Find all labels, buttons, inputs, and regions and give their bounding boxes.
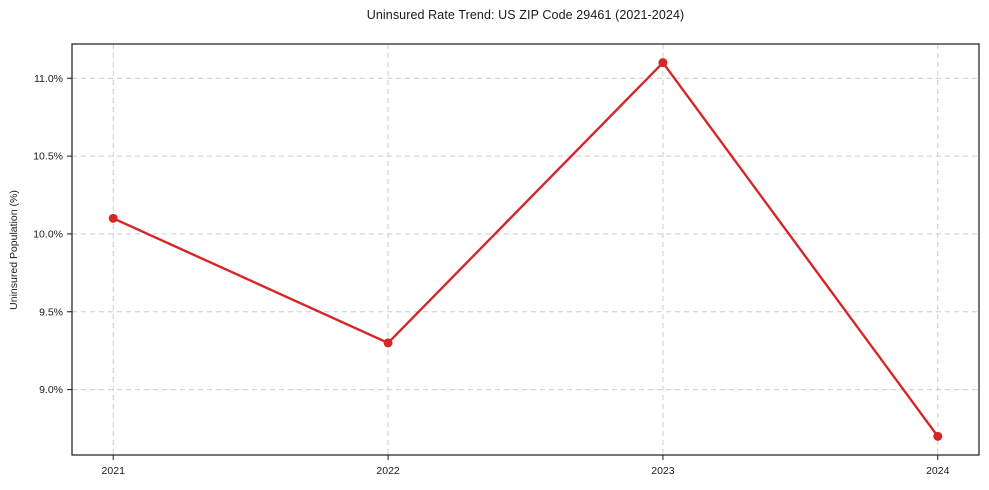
data-point-marker bbox=[658, 58, 668, 68]
x-tick-label: 2024 bbox=[926, 465, 950, 477]
y-tick-label: 11.0% bbox=[34, 73, 63, 85]
trend-line bbox=[112, 61, 939, 438]
plot-border bbox=[71, 43, 980, 456]
data-point-marker bbox=[933, 431, 943, 441]
x-tick-label: 2021 bbox=[102, 465, 126, 477]
chart-title: Uninsured Rate Trend: US ZIP Code 29461 … bbox=[366, 8, 685, 22]
y-tick-label: 9.0% bbox=[39, 384, 63, 396]
data-point-marker bbox=[383, 338, 393, 348]
x-tick-label: 2023 bbox=[651, 465, 675, 477]
y-tick-label: 10.0% bbox=[33, 228, 63, 240]
y-axis-label: Uninsured Population (%) bbox=[8, 190, 20, 310]
x-tick-label: 2022 bbox=[376, 465, 400, 477]
data-point-marker bbox=[108, 213, 118, 223]
y-tick-label: 10.5% bbox=[33, 151, 63, 163]
y-tick-label: 9.5% bbox=[39, 306, 63, 318]
